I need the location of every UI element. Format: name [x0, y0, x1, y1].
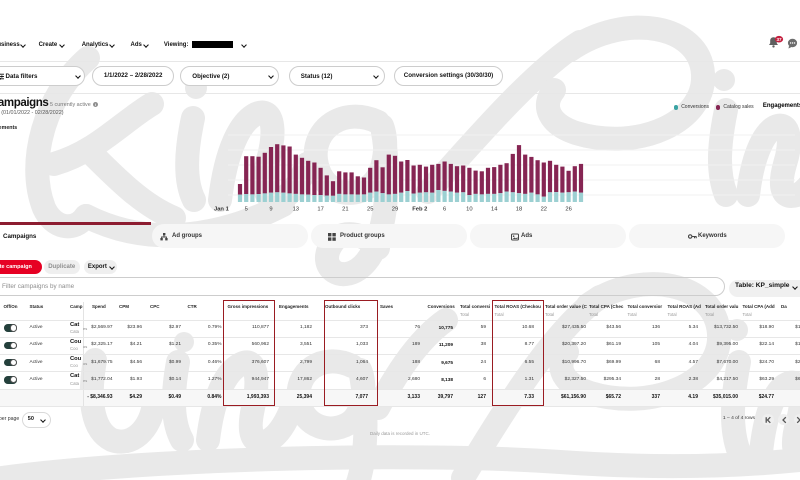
svg-text:14: 14	[491, 207, 498, 213]
svg-text:10: 10	[466, 207, 472, 213]
svg-text:Jan 1: Jan 1	[214, 207, 230, 213]
svg-text:17: 17	[317, 207, 323, 213]
svg-text:29: 29	[392, 207, 398, 213]
svg-text:25: 25	[367, 207, 373, 213]
svg-text:6: 6	[443, 207, 446, 213]
svg-text:13: 13	[293, 207, 299, 213]
svg-text:21: 21	[342, 207, 348, 213]
svg-text:37: 37	[776, 37, 782, 42]
svg-text:Feb 2: Feb 2	[412, 207, 427, 213]
svg-text:18: 18	[516, 207, 522, 213]
svg-text:5: 5	[245, 207, 248, 213]
svg-text:9: 9	[269, 207, 272, 213]
svg-text:22: 22	[541, 207, 547, 213]
svg-text:26: 26	[565, 207, 571, 213]
